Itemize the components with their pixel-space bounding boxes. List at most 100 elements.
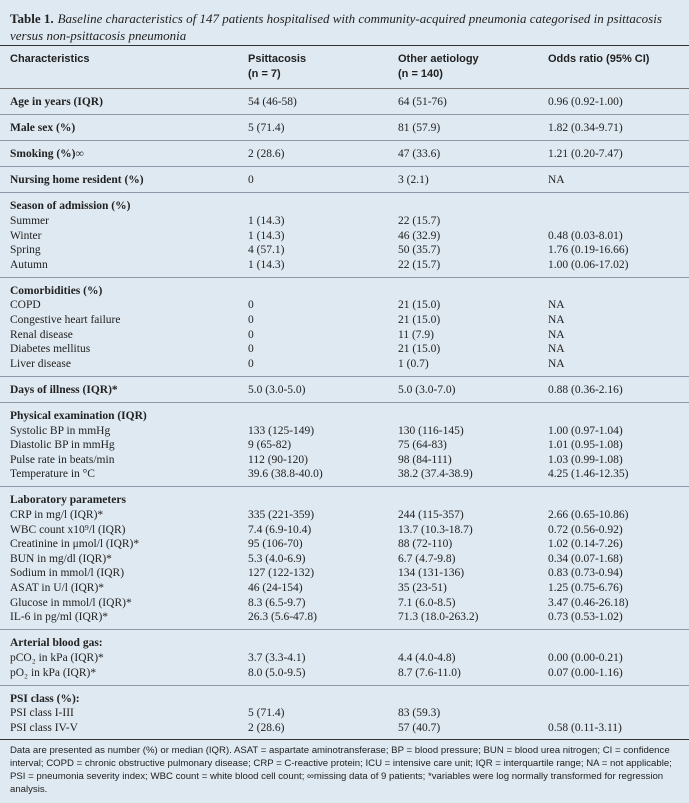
cell: 5.0 (3.0-7.0) — [388, 375, 538, 403]
cell: 21 (15.0) — [398, 343, 441, 356]
row-label: CRP in mg/l (IQR)* — [10, 509, 104, 522]
cell: 133 (125-149) — [248, 424, 315, 437]
cell: 0.96 (0.92-1.00) — [548, 96, 623, 108]
section-heading: PSI class (%): — [0, 684, 238, 707]
cell: 1.82 (0.34-9.71) — [538, 114, 689, 141]
cell: 0 — [248, 357, 254, 370]
row: Diabetes mellitus 0 21 (15.0) NA — [0, 342, 689, 357]
cell: 3 (2.1) — [388, 166, 538, 193]
cell: 0 — [248, 328, 254, 341]
cell: 88 (72-110) — [398, 538, 453, 551]
section-heading-row: Season of admission (%) — [0, 192, 689, 214]
row-label: Pulse rate in beats/min — [10, 453, 115, 466]
cell — [388, 629, 538, 651]
cell — [238, 486, 388, 509]
section: Laboratory parameters CRP in mg/l (IQR)* 3… — [0, 486, 689, 630]
cell: 83 (59.3) — [398, 707, 441, 720]
cell: 26.3 (5.6-47.8) — [248, 611, 317, 624]
row: Temperature in °C 39.6 (38.8-40.0) 38.2 (3… — [0, 467, 689, 487]
cell — [388, 401, 538, 424]
cell: 11 (7.9) — [398, 328, 434, 341]
cell: 0.07 (0.00-1.16) — [548, 666, 623, 679]
row-label: Diastolic BP in mmHg — [10, 439, 115, 452]
row: Summer 1 (14.3) 22 (15.7) — [0, 214, 689, 229]
row: Liver disease 0 1 (0.7) NA — [0, 357, 689, 377]
cell: 57 (40.7) — [398, 721, 441, 734]
cell — [388, 486, 538, 509]
cell — [538, 629, 689, 651]
caption-label: Table 1. — [10, 11, 54, 26]
section-heading: Smoking (%)∞ — [0, 140, 238, 167]
cell: 2 (28.6) — [238, 140, 388, 167]
section: Nursing home resident (%) 0 3 (2.1) NA — [0, 166, 689, 193]
cell: 75 (64-83) — [398, 439, 447, 452]
cell: NA — [548, 299, 565, 312]
row-label: Systolic BP in mmHg — [10, 424, 111, 437]
cell: 0 — [248, 299, 254, 312]
cell: 46 (24-154) — [248, 582, 303, 595]
row-label: BUN in mg/dl (IQR)* — [10, 552, 112, 565]
cell: 1.01 (0.95-1.08) — [548, 439, 623, 452]
cell — [538, 214, 689, 229]
row: Glucose in mmol/l (IQR)* 8.3 (6.5-9.7) 7.1… — [0, 596, 689, 611]
section: Arterial blood gas: pCO₂ in kPa (IQR)* 3.7… — [0, 629, 689, 686]
row: PSI class IV-V 2 (28.6) 57 (40.7) 0.58 (0.1… — [0, 721, 689, 740]
cell: 0 — [248, 343, 254, 356]
cell: 3.7 (3.3-4.1) — [248, 651, 306, 664]
cell — [238, 629, 388, 651]
cell: 0 — [238, 166, 388, 193]
section-heading: Age in years (IQR) — [10, 96, 103, 108]
cell — [538, 486, 689, 509]
cell: 98 (84-111) — [398, 453, 452, 466]
row-label: Glucose in mmol/l (IQR)* — [10, 596, 132, 609]
cell — [238, 401, 388, 424]
section-heading-row: Comorbidities (%) — [0, 276, 689, 299]
cell: 50 (35.7) — [398, 244, 441, 257]
cell: 1.25 (0.75-6.76) — [548, 582, 623, 595]
row: Congestive heart failure 0 21 (15.0) NA — [0, 313, 689, 328]
section-heading-row: Days of illness (IQR)* 5.0 (3.0-5.0) 5.0 (… — [0, 375, 689, 403]
row-label: IL-6 in pg/ml (IQR)* — [10, 611, 109, 624]
header-text: (n = 7) — [248, 68, 281, 80]
row: Creatinine in μmol/l (IQR)* 95 (106-70) 88… — [0, 537, 689, 552]
section: PSI class (%): PSI class I-III 5 (71.4) 83 … — [0, 684, 689, 740]
cell: 13.7 (10.3-18.7) — [398, 523, 473, 536]
row-label: Creatinine in μmol/l (IQR)* — [10, 538, 140, 551]
caption: Table 1. Baseline characteristics of 147 … — [0, 0, 689, 45]
cell: 9 (65-82) — [248, 439, 292, 452]
row-label: pO₂ in kPa (IQR)* — [10, 666, 97, 679]
cell: 8.0 (5.0-9.5) — [248, 666, 306, 679]
cell — [388, 276, 538, 299]
cell: 1.03 (0.99-1.08) — [548, 453, 623, 466]
row-label: Spring — [10, 244, 41, 257]
row-label: ASAT in U/l (IQR)* — [10, 582, 105, 595]
row: Winter 1 (14.3) 46 (32.9) 0.48 (0.03-8.01) — [0, 229, 689, 244]
row: pO₂ in kPa (IQR)* 8.0 (5.0-9.5) 8.7 (7.6-1… — [0, 666, 689, 686]
cell: 130 (116-145) — [398, 424, 464, 437]
cell: 6.7 (4.7-9.8) — [398, 552, 456, 565]
cell: 7.4 (6.9-10.4) — [248, 523, 312, 536]
cell: 46 (32.9) — [398, 229, 441, 242]
section-heading: Laboratory parameters — [0, 486, 238, 509]
cell: 71.3 (18.0-263.2) — [398, 611, 479, 624]
cell: 1 (14.3) — [248, 258, 285, 271]
cell: NA — [538, 166, 689, 193]
cell: 38.2 (37.4-38.9) — [398, 468, 473, 481]
cell: 112 (90-120) — [248, 453, 308, 466]
row-label: Congestive heart failure — [10, 314, 121, 327]
header-text: Odds ratio (95% CI) — [548, 53, 650, 65]
row-label: pCO₂ in kPa (IQR)* — [10, 651, 104, 664]
cell: 95 (106-70) — [248, 538, 303, 551]
section-heading-row: PSI class (%): — [0, 684, 689, 707]
cell: NA — [548, 343, 565, 356]
cell: 5 (71.4) — [248, 707, 285, 720]
section: Male sex (%) 5 (71.4) 81 (57.9) 1.82 (0.34-… — [0, 114, 689, 141]
cell: 7.1 (6.0-8.5) — [398, 596, 456, 609]
section: Smoking (%)∞ 2 (28.6) 47 (33.6) 1.21 (0.20-… — [0, 140, 689, 167]
cell — [538, 684, 689, 707]
cell: 8.7 (7.6-11.0) — [398, 666, 461, 679]
cell: 1 (14.3) — [248, 214, 285, 227]
section-heading-row: Physical examination (IQR) — [0, 401, 689, 424]
row-label: Temperature in °C — [10, 468, 95, 481]
